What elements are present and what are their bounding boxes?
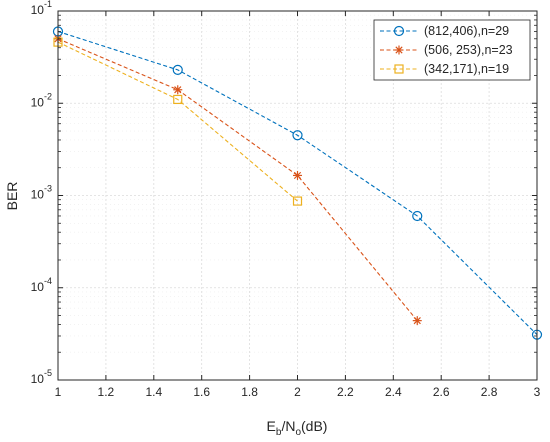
x-label-mid: /N (281, 418, 295, 434)
data-point (412, 316, 422, 326)
series-line (57, 30, 538, 336)
x-tick-label: 1 (55, 385, 62, 399)
x-tick-label: 1.4 (145, 385, 162, 399)
x-label-sub1: b (276, 427, 282, 438)
data-point (173, 85, 183, 95)
x-label-sub2: o (295, 427, 301, 438)
legend-marker (394, 64, 404, 74)
x-label-main: E (267, 418, 276, 434)
x-tick-label: 2 (294, 385, 301, 399)
data-point (173, 94, 183, 105)
x-label-tail: (dB) (301, 418, 327, 434)
legend-marker (393, 25, 405, 37)
legend-marker (394, 45, 404, 55)
series-layer (52, 26, 543, 340)
y-tick-label: 10-1 (31, 0, 52, 17)
legend: (812,406),n=29 (506, 253),n=23 (342,171),n… (373, 19, 531, 81)
axis-ticks: 1 1.2 1.4 1.6 1.8 2 2.2 2.4 2.6 2.8 3 10-1 10-2 10-3 1… (31, 0, 541, 399)
legend-label: (506, 253),n=23 (424, 43, 513, 57)
x-axis-label: Eb/No(dB) (267, 418, 328, 438)
series-line (57, 41, 298, 202)
data-point (172, 64, 183, 75)
x-tick-label: 1.8 (241, 385, 258, 399)
y-axis-label: BER (4, 182, 20, 211)
x-tick-label: 2.8 (481, 385, 498, 399)
x-tick-label: 3 (534, 385, 541, 399)
data-point (292, 130, 303, 141)
data-point (412, 210, 423, 222)
y-tick-label: 10-2 (31, 91, 52, 109)
x-tick-label: 2.2 (337, 385, 354, 399)
legend-label: (342,171),n=19 (424, 62, 509, 76)
y-tick-label: 10-5 (31, 368, 52, 386)
x-tick-label: 2.4 (385, 385, 402, 399)
x-tick-label: 1.6 (193, 385, 210, 399)
y-tick-label: 10-3 (31, 184, 52, 202)
series-2 (53, 34, 422, 326)
legend-label: (812,406),n=29 (424, 24, 509, 38)
x-tick-label: 2.6 (433, 385, 450, 399)
x-tick-label: 1.2 (98, 385, 115, 399)
data-point (293, 170, 302, 180)
y-tick-label: 10-4 (31, 276, 52, 294)
series-line (57, 38, 418, 321)
data-point (292, 196, 303, 206)
